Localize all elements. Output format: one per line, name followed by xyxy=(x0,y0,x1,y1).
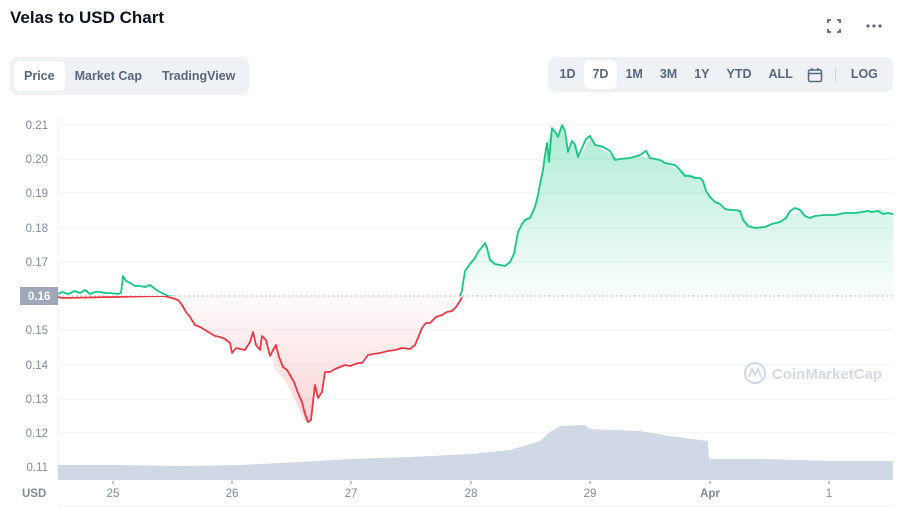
range-all[interactable]: ALL xyxy=(768,67,793,81)
volume-area xyxy=(58,425,893,480)
more-options-button[interactable] xyxy=(863,16,885,36)
baseline-label: 0.16 xyxy=(28,291,50,303)
log-scale-toggle[interactable]: LOG xyxy=(850,67,878,81)
range-ytd[interactable]: YTD xyxy=(726,67,752,81)
svg-text:Apr: Apr xyxy=(700,488,720,500)
svg-text:1: 1 xyxy=(826,488,832,500)
svg-text:0.15: 0.15 xyxy=(26,325,48,337)
x-axis: USD 25 26 27 28 29 Apr 1 xyxy=(22,481,893,507)
y-axis-labels: 0.21 0.20 0.19 0.18 0.17 0.15 0.14 0.13 … xyxy=(26,120,49,474)
price-line-up xyxy=(58,124,894,296)
calendar-icon xyxy=(808,67,823,82)
range-3m[interactable]: 3M xyxy=(659,67,678,81)
time-range-selector: 1D 7D 1M 3M 1Y YTD ALL LOG xyxy=(548,57,893,92)
svg-text:0.11: 0.11 xyxy=(26,462,48,474)
svg-text:0.17: 0.17 xyxy=(26,257,48,269)
range-1m[interactable]: 1M xyxy=(625,67,643,81)
page-title: Velas to USD Chart xyxy=(10,8,164,27)
currency-label: USD xyxy=(22,488,46,500)
coinmarketcap-watermark: CoinMarketCap xyxy=(743,361,882,385)
price-area-down xyxy=(168,296,460,423)
range-7d[interactable]: 7D xyxy=(583,60,617,89)
svg-text:28: 28 xyxy=(465,488,478,500)
svg-text:0.12: 0.12 xyxy=(26,428,48,440)
tab-price[interactable]: Price xyxy=(14,61,65,91)
fullscreen-icon xyxy=(827,19,841,33)
svg-text:25: 25 xyxy=(107,488,120,500)
price-line-down xyxy=(58,296,463,423)
svg-text:CoinMarketCap: CoinMarketCap xyxy=(772,366,882,383)
chart-type-tabs: Price Market Cap TradingView xyxy=(10,57,250,95)
range-1d[interactable]: 1D xyxy=(559,67,576,81)
svg-text:0.19: 0.19 xyxy=(26,188,48,200)
price-area-up xyxy=(58,124,893,296)
svg-text:0.14: 0.14 xyxy=(26,360,49,372)
svg-text:0.18: 0.18 xyxy=(26,223,48,235)
svg-text:0.20: 0.20 xyxy=(26,154,48,166)
tab-tradingview[interactable]: TradingView xyxy=(161,69,236,83)
fullscreen-button[interactable] xyxy=(823,16,845,36)
svg-text:0.13: 0.13 xyxy=(26,394,48,406)
svg-text:0.21: 0.21 xyxy=(26,120,48,132)
svg-text:26: 26 xyxy=(226,488,239,500)
svg-text:27: 27 xyxy=(345,488,358,500)
tab-market-cap[interactable]: Market Cap xyxy=(74,69,142,83)
svg-text:29: 29 xyxy=(584,488,597,500)
divider xyxy=(835,66,837,83)
baseline-badge xyxy=(20,287,58,305)
range-1y[interactable]: 1Y xyxy=(694,67,710,81)
date-range-button[interactable] xyxy=(801,60,829,89)
more-horizontal-icon xyxy=(866,24,882,28)
